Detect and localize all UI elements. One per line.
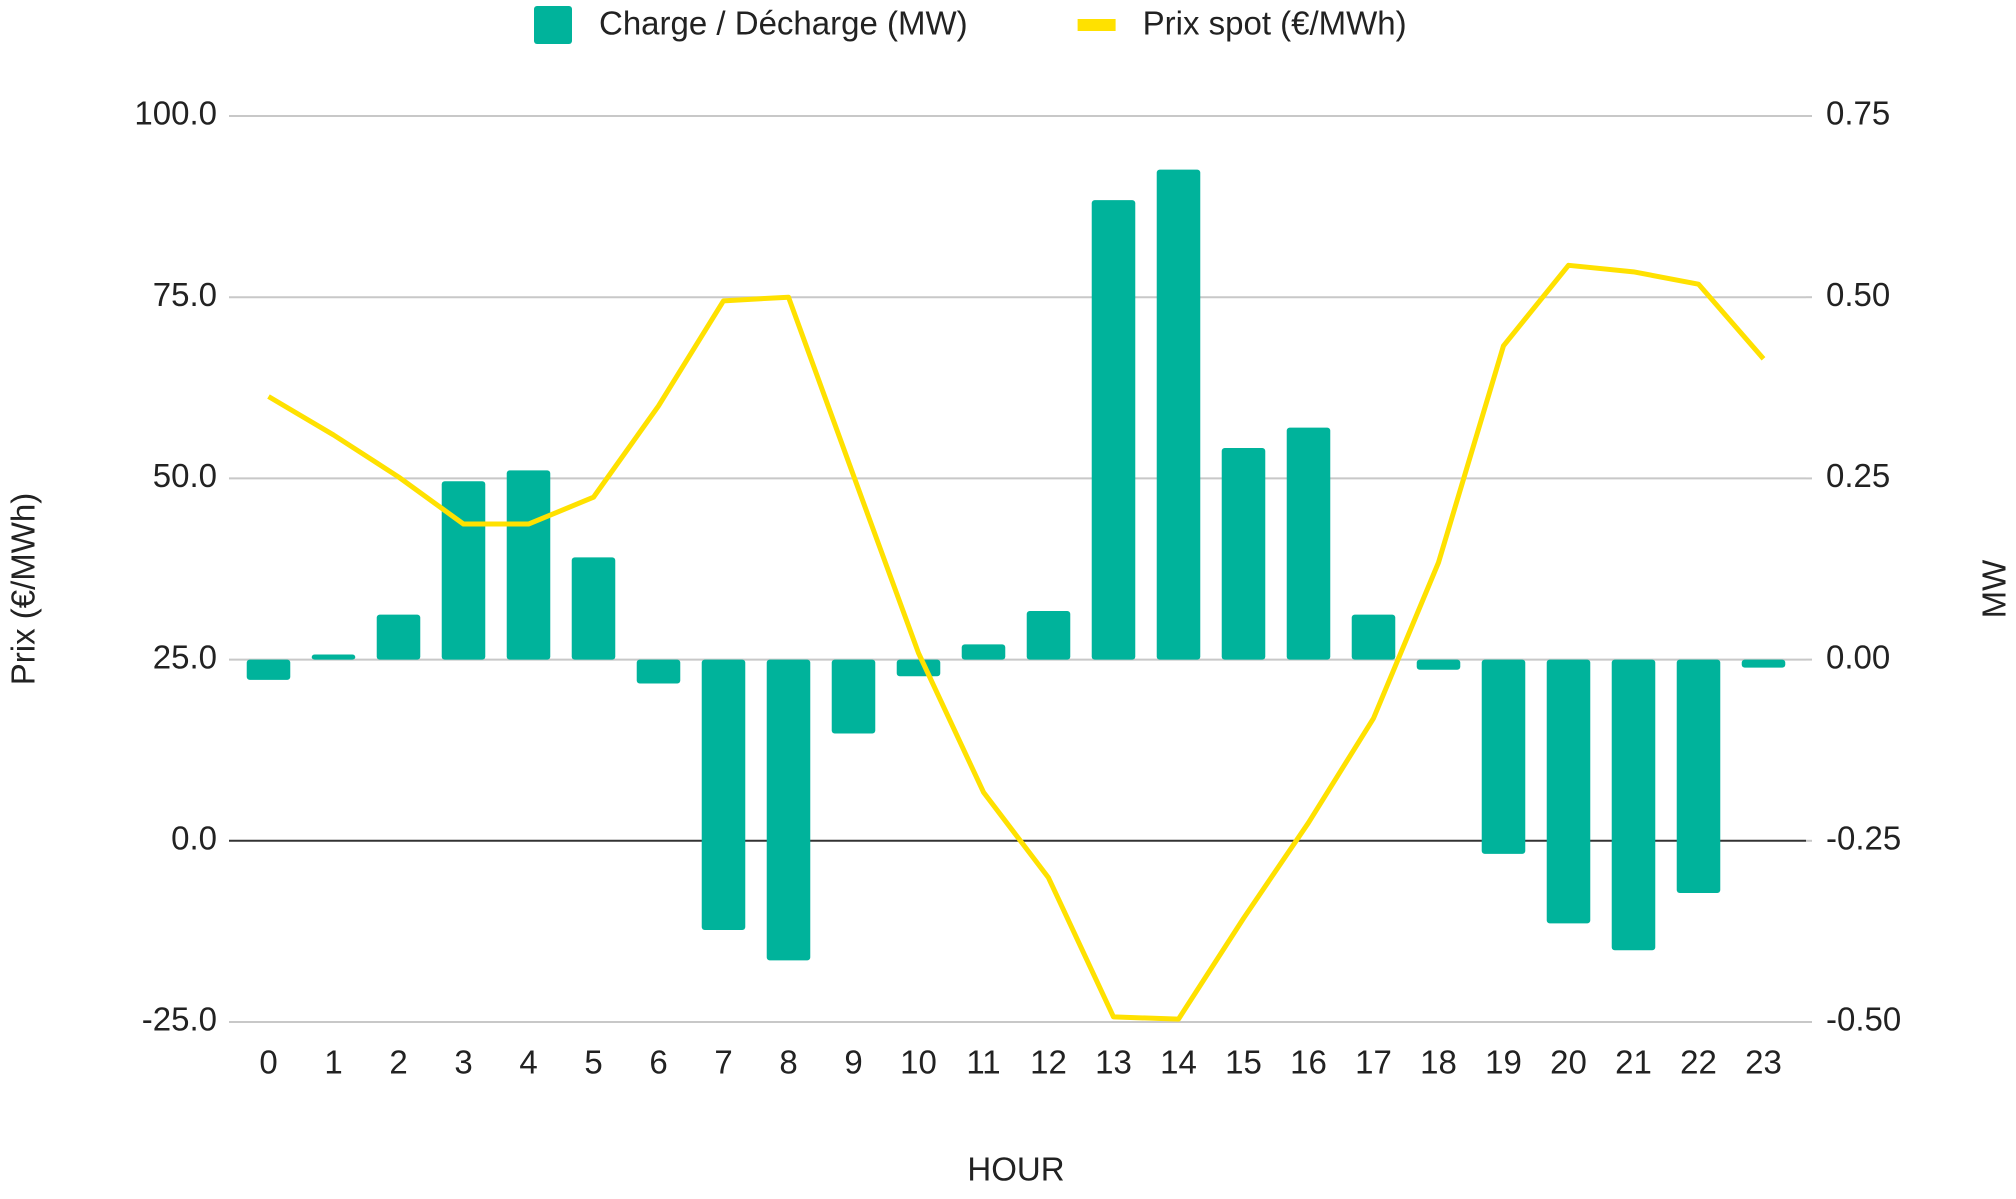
y-tick-label: 50.0 [153,457,217,494]
bar [701,659,746,930]
bar [1026,611,1071,660]
y2-tick-label: -0.25 [1826,820,1901,857]
x-tick-label: 9 [844,1044,862,1081]
x-tick-label: 15 [1225,1044,1262,1081]
bar [1481,659,1526,854]
x-tick-label: 2 [389,1044,407,1081]
x-tick-label: 20 [1550,1044,1587,1081]
bar [1416,659,1461,670]
bar [766,659,811,961]
x-tick-label: 14 [1160,1044,1197,1081]
bar [1741,659,1786,668]
legend-label: Prix spot (€/MWh) [1143,5,1407,42]
bar [1351,614,1396,660]
bar [311,654,356,660]
y2-tick-label: 0.25 [1826,457,1890,494]
bar [1286,427,1331,660]
x-tick-label: 0 [259,1044,277,1081]
x-tick-label: 3 [454,1044,472,1081]
x-tick-label: 11 [966,1044,1000,1081]
bar [896,659,941,677]
bar [961,644,1006,660]
y2-tick-label: 0.00 [1826,638,1890,675]
x-tick-label: 21 [1615,1044,1652,1081]
x-tick-label: 13 [1095,1044,1132,1081]
x-tick-label: 6 [649,1044,667,1081]
bar [1546,659,1591,924]
bar [1611,659,1656,951]
x-tick-label: 7 [714,1044,732,1081]
y-tick-label: -25.0 [142,1001,217,1038]
y2-axis-title: MW [1976,559,2013,618]
bar [636,659,681,684]
bar [376,614,421,660]
x-tick-label: 1 [324,1044,342,1081]
bar [1676,659,1721,893]
legend-swatch [1077,19,1116,31]
x-tick-label: 16 [1290,1044,1327,1081]
bar [246,659,291,680]
x-tick-label: 17 [1355,1044,1392,1081]
x-tick-label: 4 [519,1044,537,1081]
bar [1156,169,1201,660]
x-tick-label: 23 [1745,1044,1782,1081]
x-tick-label: 22 [1680,1044,1717,1081]
y-tick-label: 0.0 [171,820,217,857]
line [267,262,1766,1022]
bar [1091,200,1136,660]
y2-tick-label: -0.50 [1826,1001,1901,1038]
bar [441,481,486,660]
y2-tick-label: 0.75 [1826,95,1890,132]
y-axis-title: Prix (€/MWh) [5,493,42,686]
bar [571,557,616,660]
y-tick-label: 25.0 [153,638,217,675]
x-tick-label: 18 [1420,1044,1457,1081]
x-axis-title: HOUR [967,1151,1064,1188]
x-tick-label: 12 [1030,1044,1067,1081]
x-tick-label: 10 [900,1044,937,1081]
y2-tick-label: 0.50 [1826,276,1890,313]
x-tick-label: 19 [1485,1044,1522,1081]
y-tick-label: 75.0 [153,276,217,313]
bar [831,659,876,734]
bar [1221,447,1266,660]
legend-swatch [534,6,572,44]
x-tick-label: 5 [584,1044,602,1081]
y-tick-label: 100.0 [134,95,217,132]
bar [506,470,551,660]
legend-label: Charge / Décharge (MW) [599,5,968,42]
x-tick-label: 8 [779,1044,797,1081]
